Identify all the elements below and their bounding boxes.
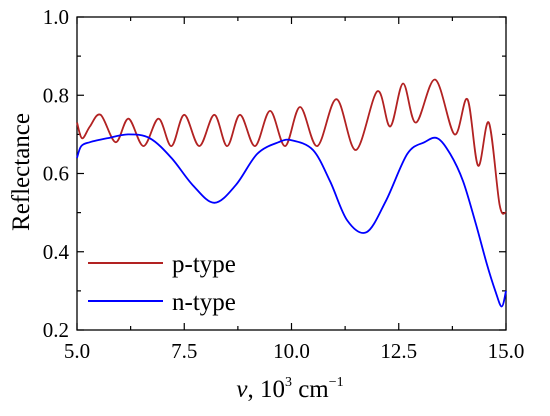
x-tick-label: 12.5 xyxy=(380,339,417,363)
x-tick-label: 15.0 xyxy=(488,339,525,363)
legend-label-n-type: n-type xyxy=(172,289,236,316)
x-axis-exponent: 3 xyxy=(285,375,292,390)
series-line-n-type xyxy=(76,133,507,308)
series-line-p-type xyxy=(76,78,507,215)
y-tick-label: 0.6 xyxy=(43,162,69,186)
x-axis-units: , 10 xyxy=(247,376,285,403)
x-tick-label: 7.5 xyxy=(171,339,197,363)
x-axis-unit2: cm xyxy=(292,376,329,403)
series-lines xyxy=(76,78,507,308)
x-axis-symbol: ν xyxy=(236,376,248,403)
x-tick-label: 10.0 xyxy=(273,339,310,363)
y-tick-label: 1.0 xyxy=(43,5,69,29)
axis-ticks xyxy=(76,16,507,331)
y-tick-label: 0.8 xyxy=(43,83,69,107)
axis-tick-labels: 5.0 7.5 10.0 12.5 15.0 0.2 0.4 0.6 0.8 1.0 xyxy=(43,5,525,363)
legend: p-type n-type xyxy=(88,251,236,316)
x-axis-title: ν, 103 cm−1 xyxy=(236,375,343,403)
y-tick-label: 0.4 xyxy=(43,240,70,264)
x-axis-unit2-exponent: −1 xyxy=(329,375,344,390)
x-tick-label: 5.0 xyxy=(64,339,90,363)
y-tick-label: 0.2 xyxy=(43,318,69,342)
legend-label-p-type: p-type xyxy=(172,251,236,278)
plot-frame xyxy=(76,16,507,331)
y-axis-title: Reflectance xyxy=(8,113,35,231)
